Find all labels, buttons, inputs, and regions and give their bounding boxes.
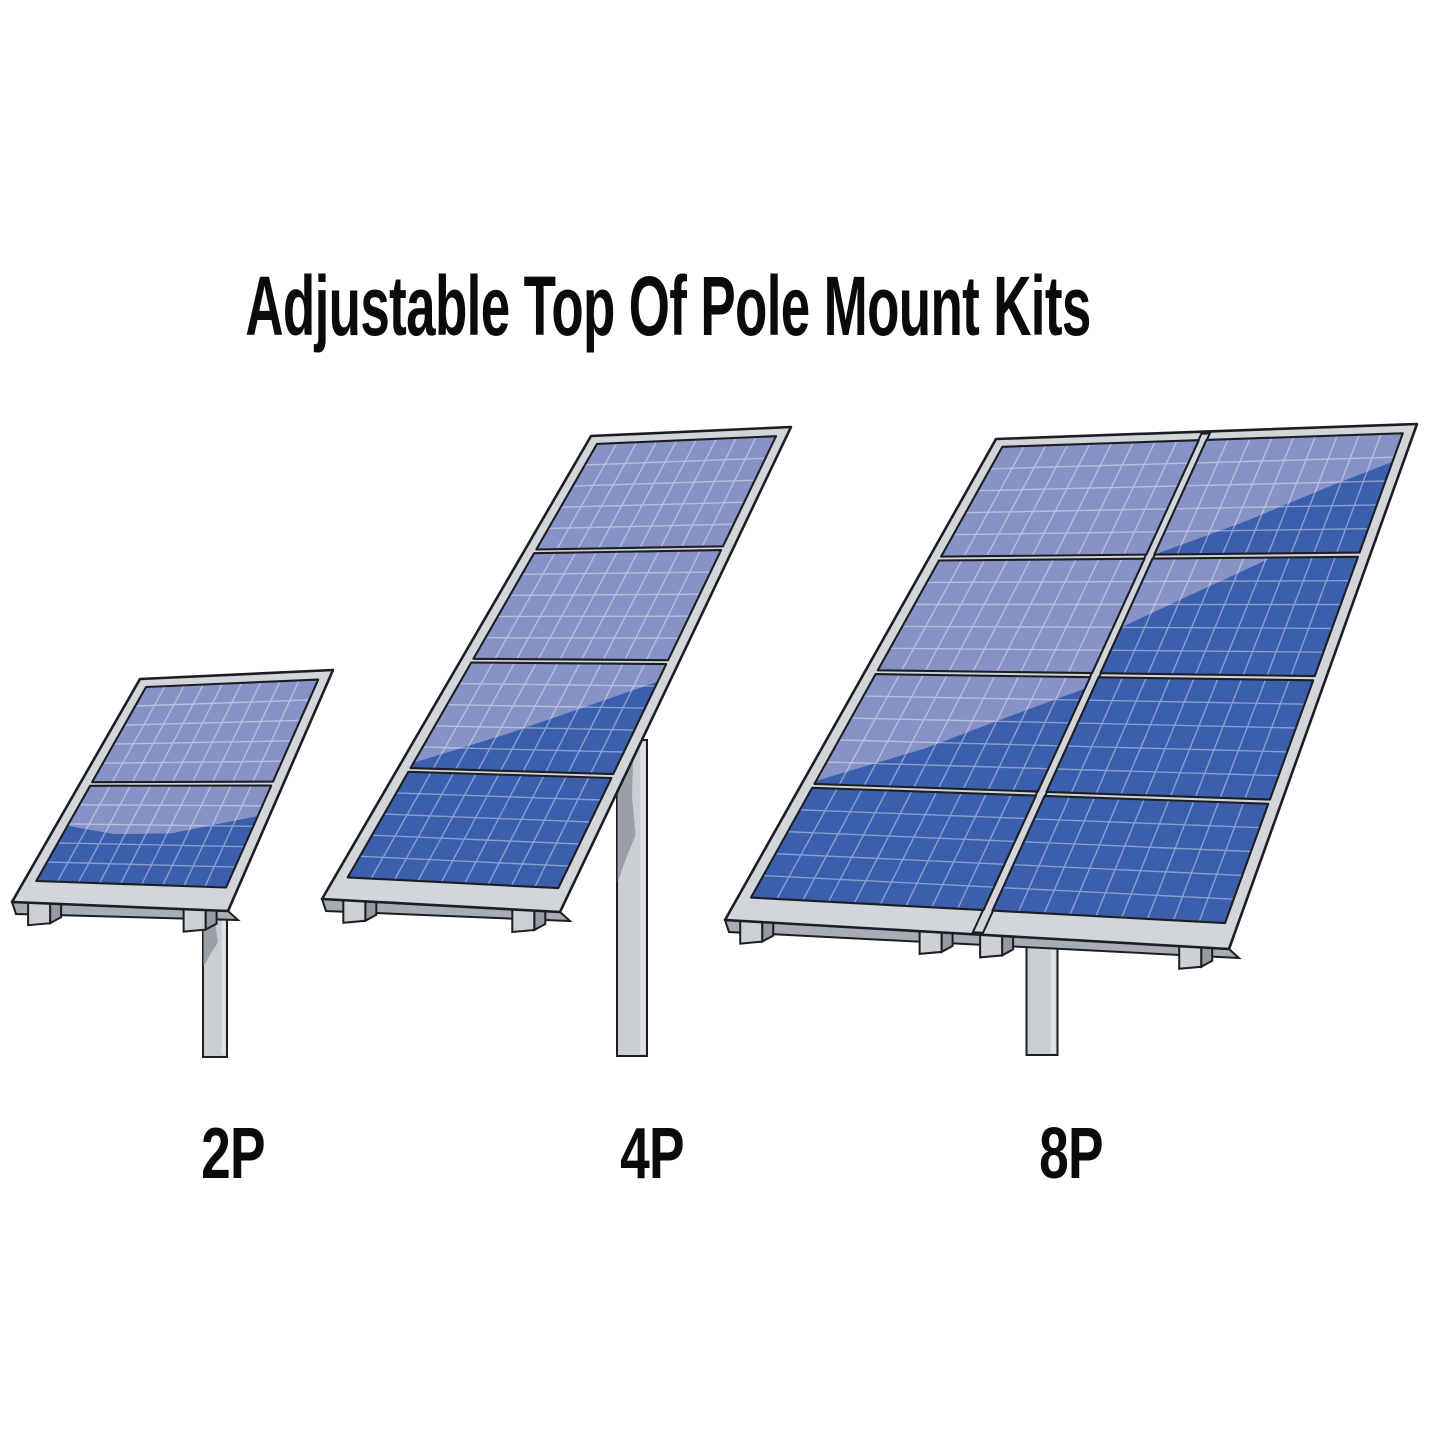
module-reflection [1100,556,1358,677]
page-title: Adjustable Top Of Pole Mount Kits [245,258,1090,353]
module-cell-grid [1002,796,1260,922]
module-cell-grid [422,662,656,774]
solar-module [473,550,722,661]
module-border [1099,555,1360,678]
module-cell-grid [1056,677,1305,799]
pole-highlight [1050,852,1056,1053]
module-border [1153,432,1404,556]
module-border [1045,676,1315,801]
module-border [940,439,1200,558]
module-cell-grid [359,772,601,888]
module-border [876,557,1146,675]
solar-module [347,771,612,889]
module-cell-grid [1164,433,1395,555]
module-border [991,794,1270,925]
module-reflection [814,688,1085,792]
module-cell-grid [46,785,263,887]
kit-2p-label: 2P [201,1114,265,1194]
module-border [409,661,668,776]
module-reflection [1154,461,1393,555]
solar-module [1046,677,1314,800]
module-cell-grid [826,674,1080,792]
module-border [91,678,320,784]
kit-4p-illustration [320,425,793,1057]
module-cell-grid [1110,556,1350,677]
module-cell-grid [485,550,711,661]
kit-4p-label: 4P [620,1114,684,1194]
module-cell-grid [953,440,1189,557]
module-cell-grid [102,680,310,783]
kit-2p-illustration [10,668,335,1058]
kit-8p-illustration [723,422,1419,1056]
pole-highlight [640,742,646,1054]
solar-module [941,440,1199,557]
module-border [472,549,723,662]
module-reflection [410,681,658,775]
module-border [749,786,1038,912]
module-border [813,673,1092,793]
solar-module [877,558,1145,674]
module-reflection [36,816,258,888]
module-border [346,770,613,890]
module-border [35,784,273,889]
module-cell-grid [548,436,766,550]
solar-module [992,795,1269,924]
module-cell-grid [889,558,1135,674]
solar-module [92,679,319,783]
kit-8p-label: 8P [1039,1114,1103,1194]
module-border [535,435,778,551]
solar-module [536,436,776,550]
solar-module [751,787,1036,911]
pole-highlight [221,895,226,1055]
module-cell-grid [763,788,1026,909]
